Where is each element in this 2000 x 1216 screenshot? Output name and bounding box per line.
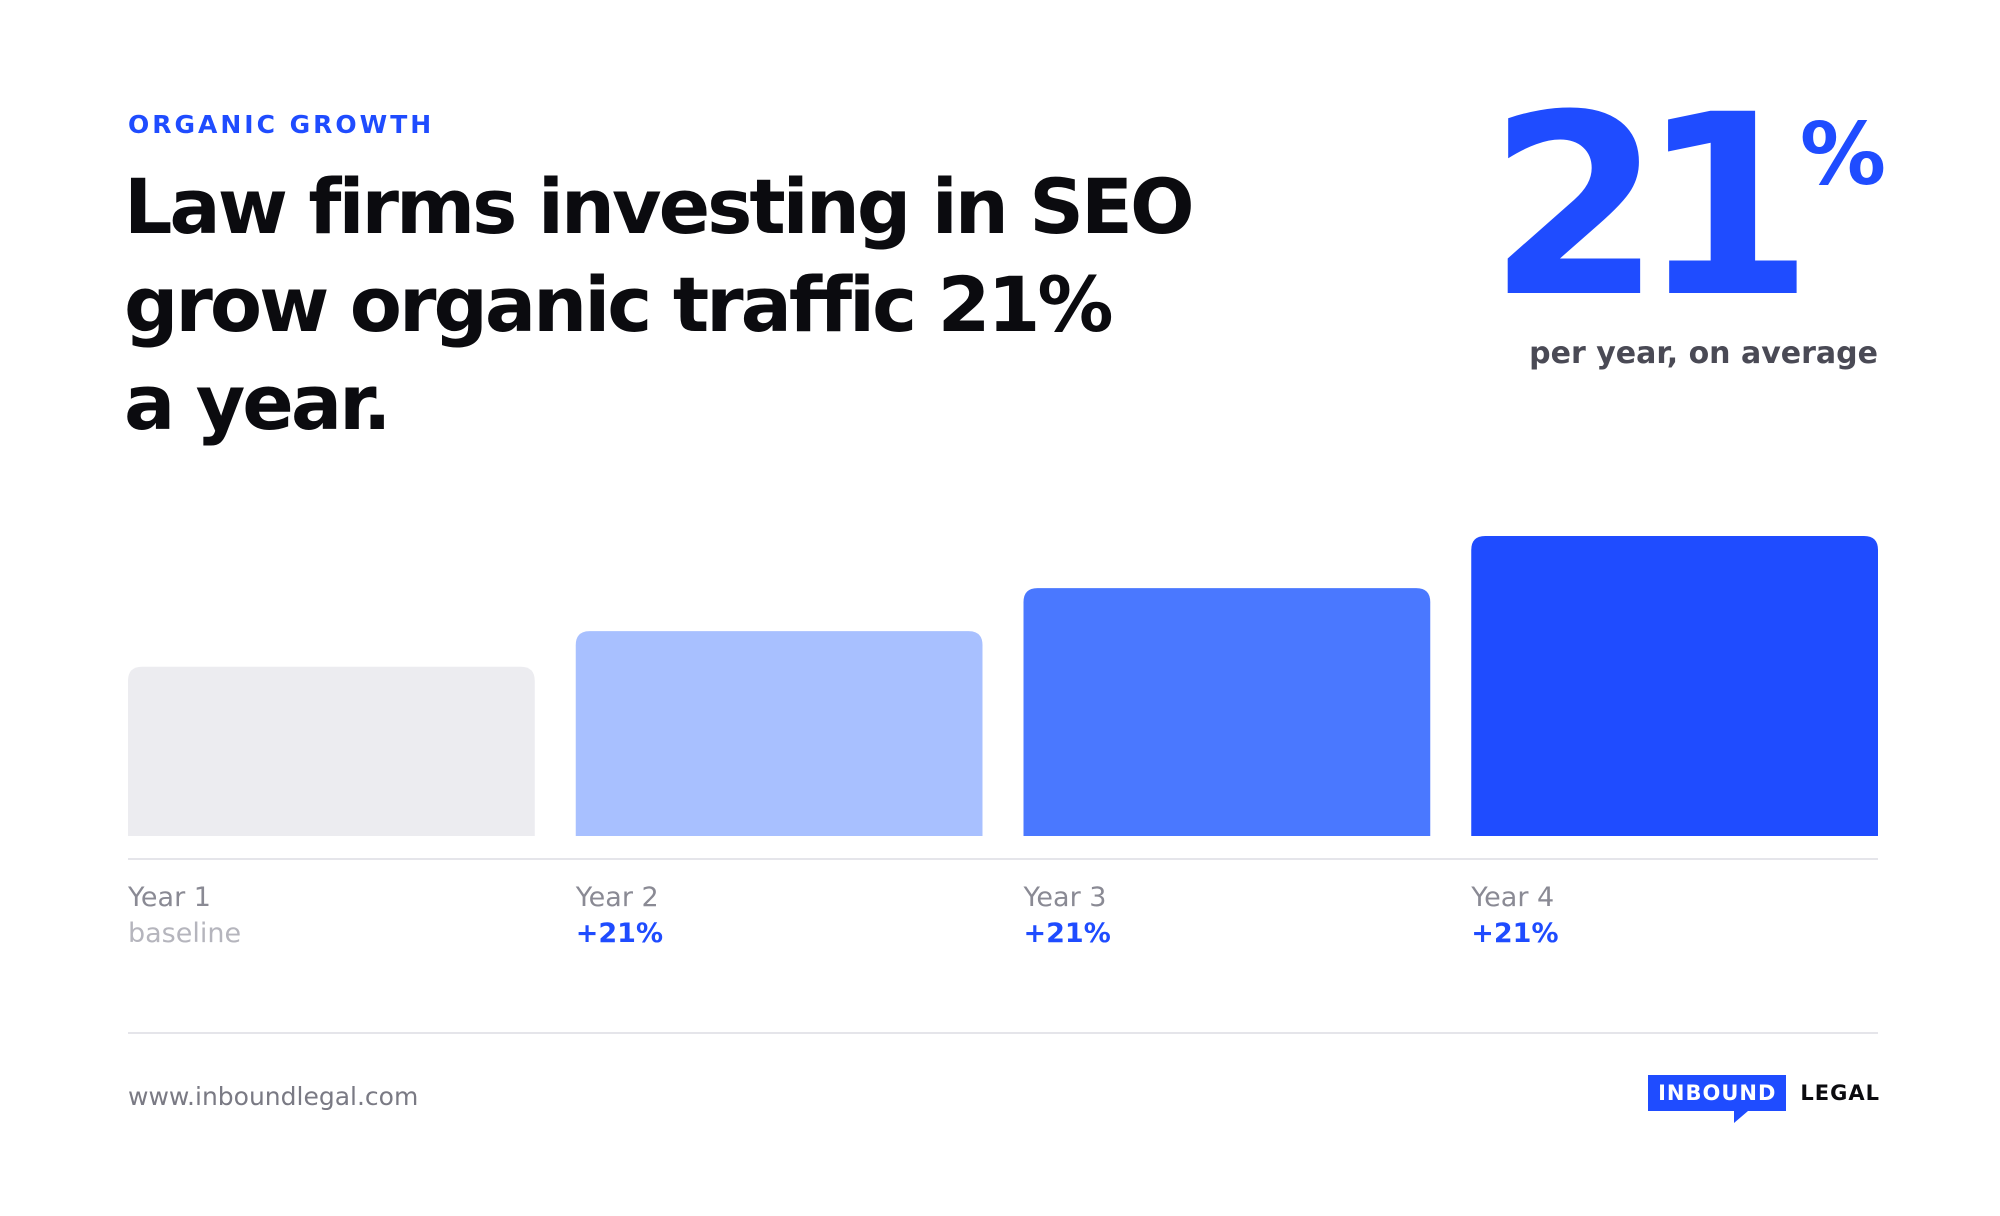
logo-speech-tail: [1734, 1111, 1749, 1123]
big-stat-number: 21: [1487, 61, 1814, 352]
logo-box-text: INBOUND: [1658, 1081, 1777, 1105]
bar-year-2: [575, 631, 983, 836]
inbound-legal-logo: INBOUND LEGAL: [1648, 1075, 1880, 1123]
x-label-year-2: Year 2 +21%: [576, 880, 976, 952]
footer-url[interactable]: www.inboundlegal.com: [128, 1082, 419, 1111]
bar-chart: [128, 536, 1878, 836]
stat-caption: per year, on average: [1529, 336, 1878, 371]
x-tick-label: Year 4: [1471, 882, 1555, 913]
eyebrow-label: ORGANIC GROWTH: [128, 110, 435, 139]
chart-baseline: [128, 858, 1878, 860]
headline: Law firms investing in SEO grow organic …: [124, 158, 1284, 452]
x-tick-label: Year 1: [128, 882, 211, 913]
headline-line-2: grow organic traffic 21%: [124, 260, 1114, 349]
bar-year-4: [1471, 536, 1878, 836]
x-sub-label: baseline: [128, 918, 242, 949]
footer-divider: [128, 1032, 1878, 1034]
x-tick-label: Year 2: [575, 882, 659, 913]
big-stat: 21 %: [1488, 82, 1886, 332]
x-sub-label: +21%: [1023, 918, 1111, 949]
logo-text: LEGAL: [1800, 1081, 1880, 1105]
headline-line-1: Law firms investing in SEO: [124, 162, 1195, 251]
bar-year-1: [128, 666, 535, 836]
x-axis-labels: Year 1 baseline Year 2 +21% Year 3 +21% …: [128, 880, 1878, 970]
big-stat-percent: %: [1799, 105, 1886, 205]
x-tick-label: Year 3: [1023, 882, 1107, 913]
headline-line-3: a year.: [124, 358, 392, 447]
bar-year-3: [1023, 588, 1431, 836]
x-sub-label: +21%: [575, 918, 663, 949]
x-label-year-4: Year 4 +21%: [1471, 880, 1871, 952]
x-sub-label: +21%: [1471, 918, 1559, 949]
logo-box: INBOUND: [1648, 1075, 1787, 1123]
x-label-year-3: Year 3 +21%: [1024, 880, 1424, 952]
x-label-year-1: Year 1 baseline: [128, 880, 528, 952]
